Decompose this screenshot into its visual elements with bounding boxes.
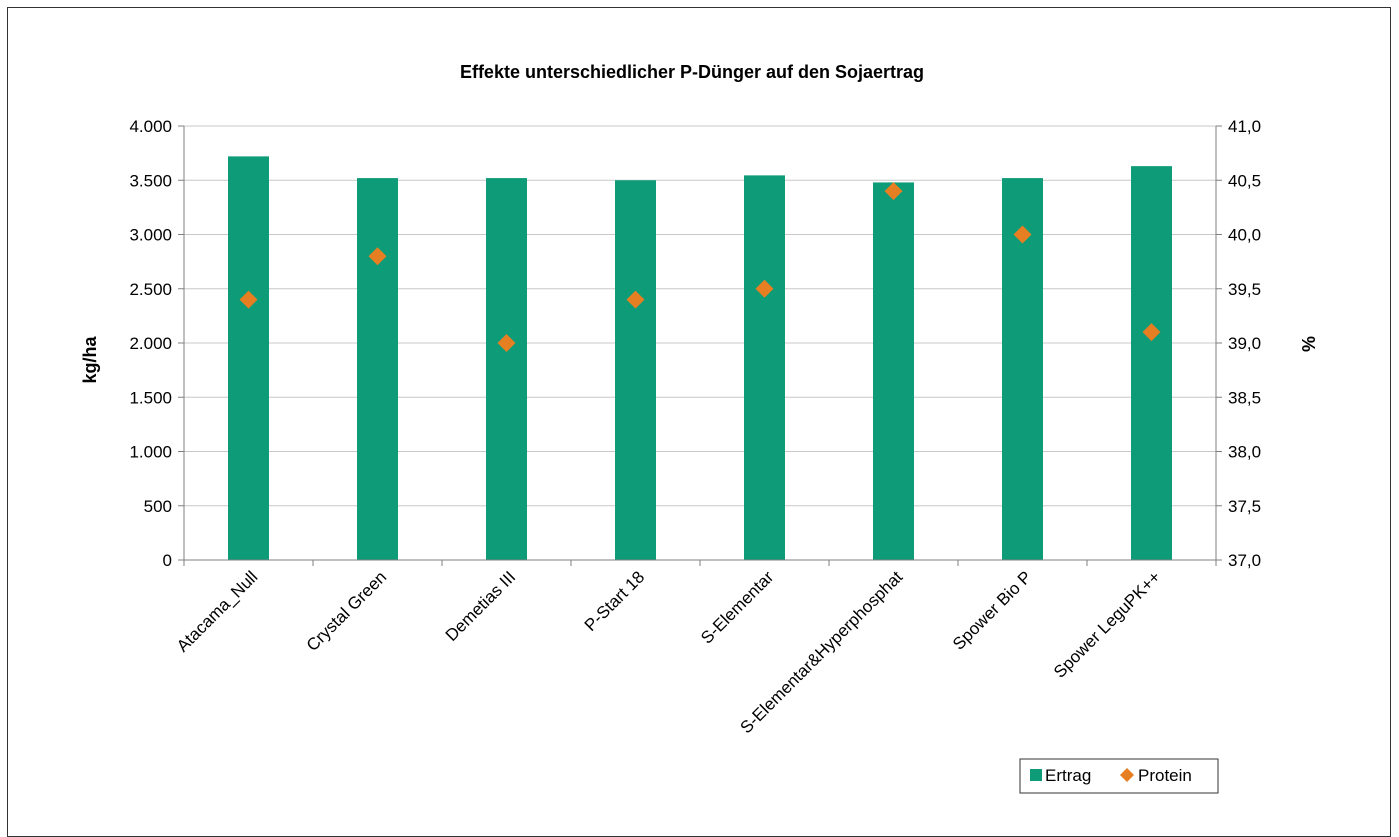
legend-box <box>1019 758 1219 794</box>
left-tick-label: 2.500 <box>129 280 172 299</box>
category-label: S-Elementar <box>697 567 777 647</box>
legend: Ertrag Protein <box>1019 758 1219 794</box>
right-tick-label: 41,0 <box>1228 117 1261 136</box>
chart-svg: Effekte unterschiedlicher P-Dünger auf d… <box>80 62 1318 794</box>
marker-protein <box>497 334 516 352</box>
left-tick-label: 1.000 <box>129 443 172 462</box>
category-label: Spower LeguPK++ <box>1050 567 1164 681</box>
right-tick-label: 37,5 <box>1228 497 1261 516</box>
bar-ertrag <box>1131 166 1172 560</box>
right-tick-label: 37,0 <box>1228 551 1261 570</box>
right-tick-label: 39,0 <box>1228 334 1261 353</box>
category-labels: Atacama_Null Crystal Green Demetias III P-S… <box>173 567 1164 737</box>
marker-protein <box>755 279 774 298</box>
left-tick-label: 3.000 <box>129 226 172 245</box>
left-tick-label: 1.500 <box>129 388 172 407</box>
marker-protein <box>1142 323 1161 342</box>
marker-protein <box>884 182 903 201</box>
bar-ertrag <box>486 178 527 560</box>
legend-label-ertrag: Ertrag <box>1045 766 1091 785</box>
left-tick-label: 3.500 <box>129 171 172 190</box>
right-tick-label: 39,5 <box>1228 280 1261 299</box>
bar-ertrag <box>615 180 656 560</box>
left-axis-ticks: 0 500 1.000 1.500 2.000 2.500 3.000 3.500 4.000 <box>129 117 184 570</box>
legend-swatch-ertrag <box>1030 769 1042 781</box>
right-axis-ticks: 37,0 37,5 38,0 38,5 39,0 39,5 40,0 40,5 41,0 <box>1216 117 1261 570</box>
chart-title: Effekte unterschiedlicher P-Dünger auf d… <box>460 62 924 82</box>
right-tick-label: 40,0 <box>1228 226 1261 245</box>
category-label: Demetias III <box>442 567 520 645</box>
category-label: Spower Bio P <box>949 567 1035 653</box>
right-tick-label: 38,0 <box>1228 443 1261 462</box>
left-tick-label: 2.000 <box>129 334 172 353</box>
y-axis-right-title: % <box>1298 336 1318 352</box>
legend-swatch-protein <box>1120 768 1134 782</box>
category-label: Crystal Green <box>303 567 391 655</box>
marker-protein <box>1013 225 1032 244</box>
bar-ertrag <box>228 156 269 560</box>
bar-series-ertrag <box>228 156 1172 561</box>
right-tick-label: 38,5 <box>1228 388 1261 407</box>
bar-ertrag <box>873 182 914 561</box>
left-tick-label: 0 <box>163 551 172 570</box>
marker-protein <box>239 290 258 309</box>
grid-lines <box>184 125 1216 507</box>
bar-ertrag <box>744 175 785 560</box>
marker-series-protein <box>239 182 1161 352</box>
marker-protein <box>626 290 645 309</box>
left-tick-label: 500 <box>144 497 172 516</box>
marker-protein <box>368 247 387 266</box>
bar-ertrag <box>357 178 398 560</box>
right-tick-label: 40,5 <box>1228 171 1261 190</box>
legend-label-protein: Protein <box>1138 766 1192 785</box>
y-axis-left-title: kg/ha <box>80 336 100 384</box>
category-label: Atacama_Null <box>173 567 261 655</box>
left-tick-label: 4.000 <box>129 117 172 136</box>
category-label: P-Start 18 <box>581 567 649 635</box>
chart-frame: Effekte unterschiedlicher P-Dünger auf d… <box>7 7 1391 837</box>
axes <box>183 126 1217 566</box>
